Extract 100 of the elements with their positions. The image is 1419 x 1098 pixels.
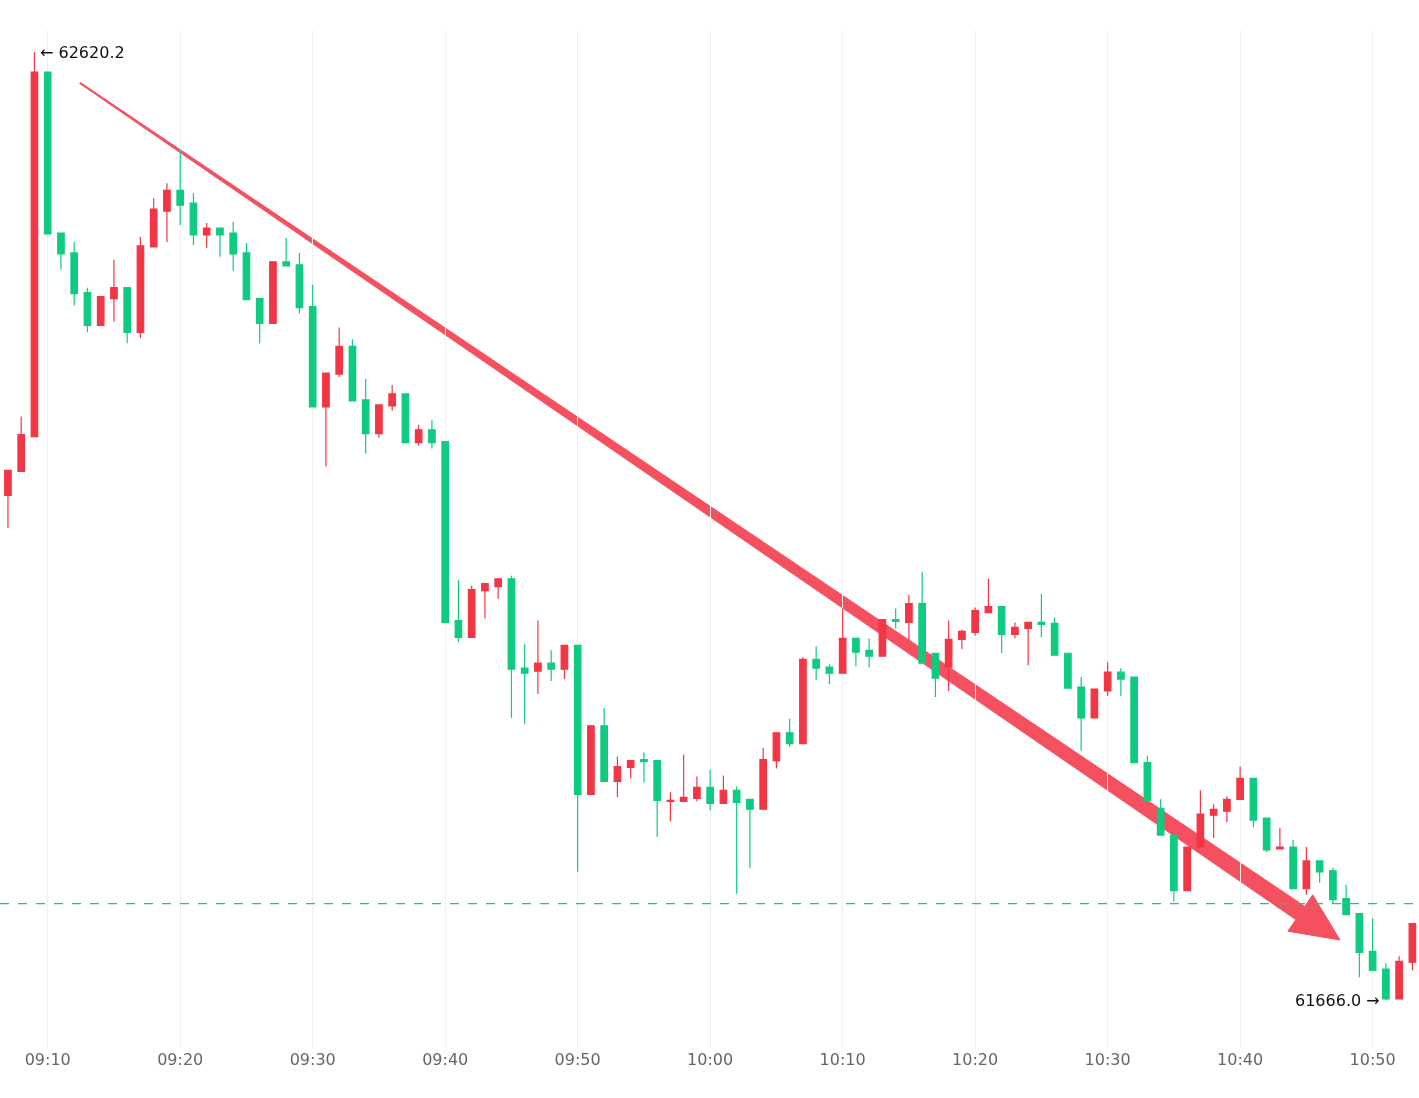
x-tick-label: 09:40	[422, 1050, 469, 1069]
candlestick	[1183, 846, 1191, 892]
candlestick	[96, 296, 105, 327]
candlestick	[17, 416, 26, 473]
candlestick	[573, 644, 582, 873]
candlestick	[467, 585, 476, 638]
candlestick	[719, 774, 728, 804]
candlestick	[759, 747, 768, 810]
candlestick	[1315, 860, 1324, 884]
candlestick	[441, 441, 450, 624]
candlestick	[295, 252, 304, 315]
x-tick-label: 09:20	[157, 1050, 204, 1069]
candlestick	[944, 619, 953, 692]
candlestick	[679, 754, 688, 802]
candlestick	[1249, 777, 1258, 828]
x-tick-label: 09:50	[554, 1050, 601, 1069]
candlestick	[534, 619, 542, 695]
candlestick	[997, 605, 1006, 654]
candlestick	[931, 652, 940, 698]
candlestick	[666, 791, 675, 822]
candlestick	[1368, 917, 1377, 971]
candlestick	[361, 378, 370, 455]
candlestick	[229, 221, 238, 272]
candlestick	[865, 637, 873, 668]
candlestick	[149, 197, 158, 248]
candlestick	[613, 755, 622, 798]
candlestick	[918, 571, 926, 664]
candlestick	[1302, 846, 1311, 896]
candlestick	[1223, 795, 1231, 823]
candlestick	[322, 372, 330, 468]
candlestick	[600, 707, 609, 783]
candlestick	[70, 241, 79, 307]
x-tick-label: 10:30	[1084, 1050, 1131, 1069]
candlestick	[308, 284, 317, 408]
candlestick	[838, 607, 847, 674]
candlestick	[1408, 922, 1417, 971]
candlestick	[282, 237, 291, 267]
candlestick	[216, 227, 224, 258]
candlestick	[494, 578, 503, 600]
candlestick	[1276, 827, 1284, 850]
candlestick	[428, 419, 436, 450]
candlestick	[388, 384, 397, 412]
candlestick	[110, 259, 118, 323]
x-tick-label: 10:40	[1217, 1050, 1264, 1069]
candlestick	[958, 628, 966, 650]
candlestick	[891, 607, 900, 630]
candlestick	[1011, 621, 1019, 639]
candlestick	[136, 236, 145, 339]
candlestick	[1024, 621, 1032, 666]
candlestick	[414, 424, 423, 447]
candlestick	[176, 148, 185, 226]
candlestick	[375, 404, 383, 439]
x-tick-label: 10:10	[819, 1050, 866, 1069]
candlestick	[1130, 676, 1138, 764]
candlestick	[852, 637, 860, 667]
candlestick	[825, 663, 834, 685]
candlestick	[202, 222, 211, 249]
candlestick	[1355, 912, 1364, 978]
candlestick	[1064, 652, 1072, 689]
candlestick	[269, 261, 277, 325]
candlestick	[1289, 839, 1297, 890]
candlestick	[547, 649, 556, 682]
candlestick	[4, 469, 12, 529]
candlestick	[1196, 789, 1205, 848]
candlestick	[401, 393, 410, 444]
candlestick	[984, 578, 993, 615]
annotation: 61666.0 →	[1295, 991, 1380, 1010]
candlestick	[653, 759, 662, 838]
candlestick	[626, 759, 635, 780]
candlestick	[812, 645, 820, 681]
candlestick	[255, 297, 264, 344]
candlestick	[481, 583, 489, 620]
candlestick	[693, 775, 701, 802]
candlestick	[123, 287, 132, 344]
x-tick-label: 10:20	[952, 1050, 999, 1069]
annotation: ← 62620.2	[40, 43, 125, 62]
candlestick	[878, 618, 887, 657]
candlestick	[520, 643, 529, 725]
candlestick	[1236, 765, 1244, 800]
candlestick	[640, 752, 648, 784]
candlestick	[83, 287, 92, 333]
candlestick	[785, 718, 794, 748]
x-tick-label: 09:10	[24, 1050, 71, 1069]
candlestick	[732, 785, 741, 895]
candlestick	[1262, 817, 1271, 853]
candlestick	[706, 768, 715, 811]
candlestick	[746, 798, 754, 869]
candlestick	[30, 51, 39, 438]
candlestick	[507, 575, 516, 719]
candlestick	[1209, 803, 1218, 839]
candlestick	[335, 326, 344, 378]
candlestick	[905, 594, 913, 641]
candlestick	[57, 232, 65, 271]
candlestick	[1156, 798, 1165, 836]
candlestick	[1117, 667, 1125, 697]
candlestick	[454, 579, 463, 643]
x-tick-label: 10:50	[1349, 1050, 1396, 1069]
candlestick	[1103, 661, 1112, 697]
x-tick-label: 10:00	[687, 1050, 734, 1069]
candlestick	[1382, 962, 1390, 1001]
